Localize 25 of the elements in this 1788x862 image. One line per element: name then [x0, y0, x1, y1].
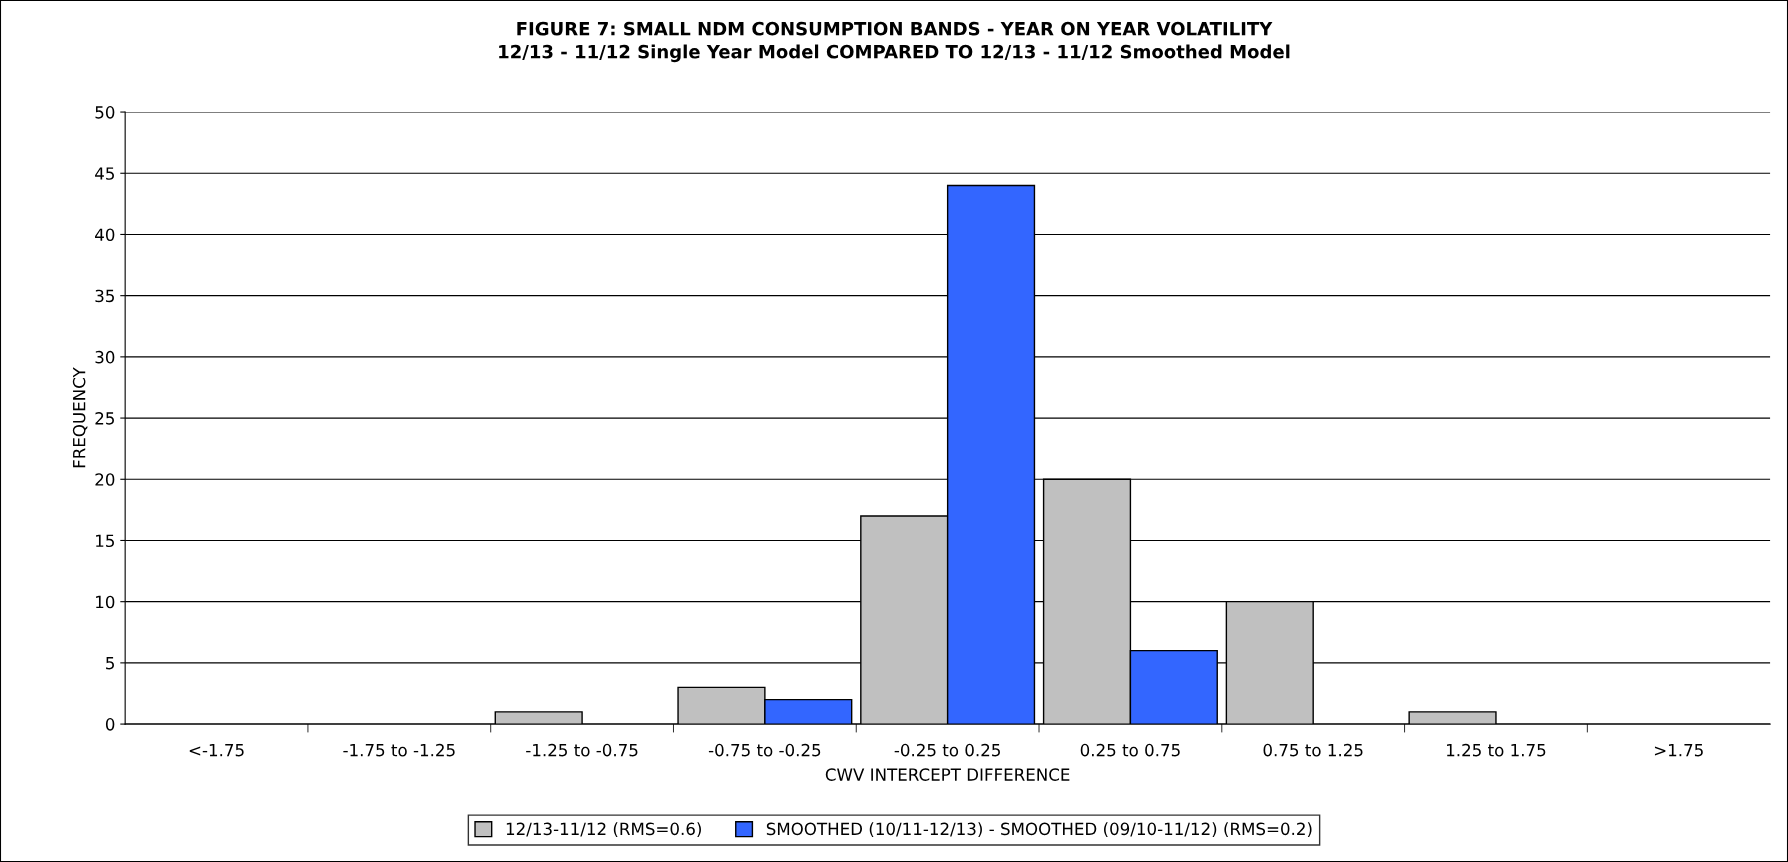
x-tick-label: 1.25 to 1.75 — [1447, 743, 1546, 757]
y-tick-label: 40 — [95, 228, 115, 242]
x-tick-label: <-1.75 — [189, 744, 244, 757]
y-tick-label: 5 — [106, 657, 114, 670]
x-tick-label: -0.75 to -0.25 — [708, 743, 821, 757]
x-tick-label: 0.25 to 0.75 — [1080, 743, 1180, 757]
y-tick-label: 25 — [95, 412, 114, 425]
x-tick-label: -0.25 to 0.25 — [894, 743, 1000, 757]
y-axis-title: FREQUENCY — [72, 367, 88, 468]
x-tick-label: -1.75 to -1.25 — [343, 743, 455, 757]
x-tick-label: >1.75 — [1654, 744, 1703, 757]
y-tick-label: 35 — [95, 289, 114, 303]
y-tick-label: 20 — [95, 473, 115, 486]
y-tick-label: 45 — [95, 167, 114, 180]
x-tick-label: -1.25 to -0.75 — [526, 743, 638, 757]
y-tick-label: 0 — [105, 718, 115, 731]
legend-label: 12/13-11/12 (RMS=0.6) — [506, 822, 701, 838]
y-tick-label: 30 — [95, 350, 115, 364]
chart-title: FIGURE 7: SMALL NDM CONSUMPTION BANDS - YEAR ON YEAR VOLATILITY 12/13 - 11/12 Single Year Model COMPARED TO 12/13 - 11/12 Smoothed Model — [499, 21, 1290, 63]
x-axis-title: CWV INTERCEPT DIFFERENCE — [825, 768, 1070, 781]
legend-label: SMOOTHED (10/11-12/13) - SMOOTHED (09/10-11/12) (RMS=0.2) — [766, 822, 1312, 838]
y-tick-label: 15 — [96, 534, 114, 548]
y-tick-label: 50 — [95, 106, 115, 119]
y-tick-label: 10 — [96, 595, 115, 609]
x-tick-label: 0.75 to 1.25 — [1263, 743, 1363, 757]
